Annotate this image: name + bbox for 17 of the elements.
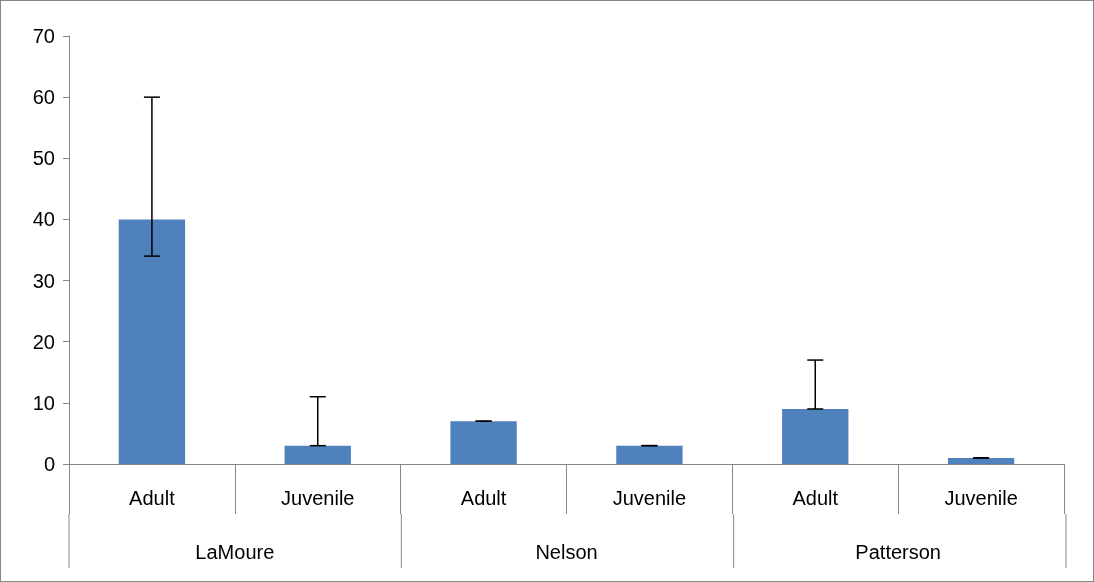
- x-tick-label: Adult: [129, 487, 176, 509]
- y-tick-label: 10: [32, 391, 55, 414]
- y-tick-label: 0: [43, 453, 55, 475]
- text: Nelson: [535, 541, 598, 563]
- x-tick-label: Juvenile: [944, 487, 1018, 509]
- y-tick-label: 40: [32, 208, 55, 231]
- text: LaMoure: [195, 541, 275, 563]
- y-tick-label: 60: [32, 86, 55, 109]
- y-tick-label: 20: [32, 330, 55, 353]
- text: Patterson: [855, 541, 941, 563]
- y-tick-label: 30: [32, 269, 55, 292]
- x-tick-label: Adult: [460, 487, 507, 509]
- x-tick-label: Juvenile: [612, 487, 687, 509]
- x-tick-label: Adult: [792, 487, 839, 509]
- x-tick-label: Juvenile: [281, 487, 355, 509]
- y-tick-label: 70: [32, 25, 55, 47]
- y-tick-label: 50: [32, 147, 55, 170]
